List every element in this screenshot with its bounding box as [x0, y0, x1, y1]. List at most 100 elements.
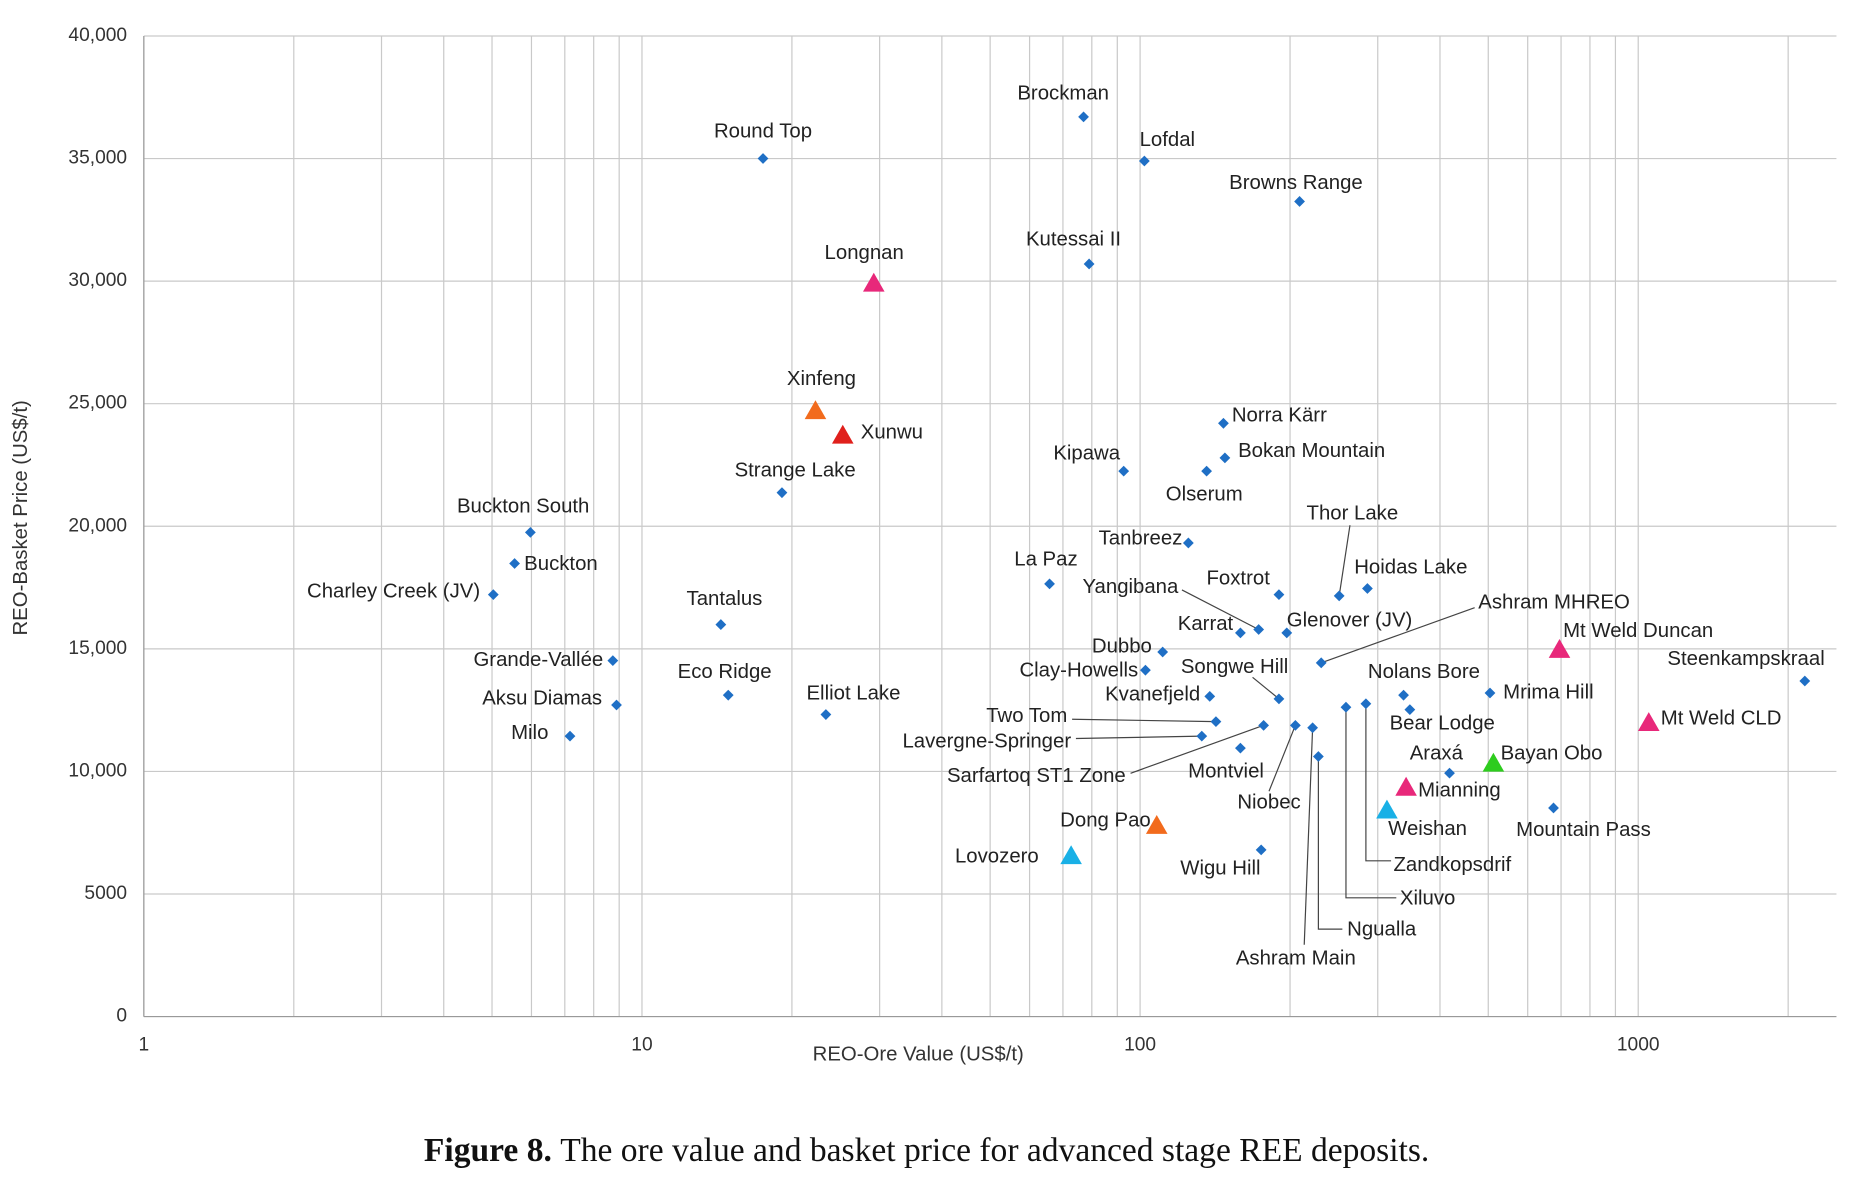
- point-label: Eco Ridge: [678, 661, 772, 683]
- point-label: Mianning: [1418, 780, 1501, 802]
- point-label: Olserum: [1166, 483, 1243, 505]
- diamond-marker: [524, 527, 536, 538]
- point-label: Ashram MHREO: [1478, 591, 1630, 613]
- point-label: Ngualla: [1347, 919, 1417, 941]
- triangle-marker: [1548, 639, 1571, 658]
- diamond-marker: [1484, 687, 1496, 699]
- triangle-marker: [1376, 799, 1398, 819]
- leader-line: [1345, 707, 1397, 899]
- triangle-marker: [1482, 752, 1505, 772]
- diamond-marker: [820, 709, 832, 720]
- diamond-marker: [607, 655, 619, 667]
- diamond-marker: [1258, 719, 1270, 731]
- diamond-marker: [1255, 844, 1267, 856]
- diamond-marker: [1404, 704, 1416, 716]
- triangle-marker: [1395, 776, 1417, 796]
- point-label: Buckton: [524, 553, 598, 575]
- point-label: Zandkopsdrif: [1393, 854, 1511, 876]
- diamond-marker: [487, 589, 499, 601]
- diamond-marker: [1138, 155, 1150, 167]
- leader-line: [1365, 703, 1392, 862]
- point-label: Thor Lake: [1307, 503, 1399, 525]
- point-label: Songwe Hill: [1181, 656, 1289, 678]
- leader-line: [1303, 727, 1314, 945]
- diamond-marker: [757, 153, 769, 164]
- y-tick-label: 15,000: [68, 638, 127, 659]
- point-label: Bayan Obo: [1501, 742, 1603, 764]
- leader-line: [1130, 724, 1264, 774]
- point-label: Elliot Lake: [806, 683, 900, 705]
- triangle-marker: [1637, 712, 1660, 731]
- point-label: Grande-Vallée: [473, 649, 603, 671]
- diamond-marker: [611, 699, 622, 711]
- point-label: Mrima Hill: [1503, 681, 1593, 703]
- x-axis-title: REO-Ore Value (US$/t): [813, 1043, 1024, 1065]
- point-label: Xiluvo: [1400, 887, 1455, 909]
- point-label: Two Tom: [986, 705, 1067, 727]
- diamond-marker: [776, 487, 788, 499]
- x-tick-label: 10: [631, 1034, 652, 1055]
- point-label: Karrat: [1178, 613, 1234, 635]
- point-label: Niobec: [1237, 792, 1300, 814]
- point-label: Lavergne-Springer: [902, 730, 1071, 752]
- diamond-marker: [1315, 657, 1327, 669]
- diamond-marker: [509, 558, 520, 569]
- point-label: Nolans Bore: [1368, 661, 1480, 683]
- diamond-marker: [1312, 751, 1324, 762]
- leader-line: [1317, 756, 1343, 930]
- point-label: Araxá: [1410, 742, 1464, 764]
- diamond-marker: [1210, 716, 1222, 728]
- triangle-marker: [804, 400, 827, 420]
- point-label: Glenover (JV): [1287, 609, 1413, 631]
- diamond-marker: [1196, 730, 1208, 742]
- leader-line: [1075, 735, 1202, 740]
- point-label: Brockman: [1017, 82, 1109, 104]
- point-label: Wigu Hill: [1180, 857, 1260, 879]
- diamond-marker: [1204, 691, 1216, 702]
- leader-line: [1338, 525, 1351, 596]
- point-label: Steenkampskraal: [1667, 648, 1824, 670]
- point-label: Xunwu: [861, 422, 923, 444]
- point-label: Kipawa: [1053, 443, 1120, 465]
- y-tick-label: 30,000: [68, 270, 127, 291]
- diamond-marker: [1281, 627, 1293, 639]
- point-label: Tanbreez: [1099, 528, 1183, 550]
- diamond-marker: [1360, 698, 1372, 710]
- diamond-marker: [1218, 417, 1229, 429]
- diamond-marker: [1078, 111, 1089, 123]
- point-label: Hoidas Lake: [1354, 557, 1467, 579]
- point-label: Aksu Diamas: [482, 687, 602, 709]
- y-tick-label: 35,000: [68, 148, 127, 169]
- diamond-marker: [1340, 701, 1352, 713]
- triangle-marker: [1145, 815, 1168, 834]
- triangle-marker: [1060, 845, 1082, 865]
- point-label: Buckton South: [457, 496, 589, 518]
- point-label: Montviel: [1188, 760, 1264, 782]
- point-label: Ashram Main: [1236, 948, 1356, 970]
- point-label: Tantalus: [687, 588, 763, 610]
- point-label: Charley Creek (JV): [307, 581, 480, 603]
- point-label: Bear Lodge: [1390, 712, 1495, 734]
- point-label: Strange Lake: [735, 459, 856, 481]
- diamond-marker: [1307, 722, 1319, 734]
- point-label: Lovozero: [955, 846, 1039, 868]
- diamond-marker: [1289, 719, 1301, 731]
- diamond-marker: [1799, 675, 1811, 687]
- point-label: Dong Pao: [1060, 809, 1151, 831]
- leader-line: [1072, 718, 1216, 723]
- point-label: Clay-Howells: [1019, 660, 1138, 682]
- point-label: Weishan: [1388, 818, 1467, 840]
- diamond-marker: [1044, 578, 1055, 590]
- x-tick-label: 100: [1124, 1034, 1156, 1055]
- diamond-marker: [1157, 646, 1169, 658]
- point-label: Foxtrot: [1207, 567, 1271, 589]
- diamond-marker: [1219, 452, 1231, 464]
- diamond-marker: [1273, 589, 1285, 601]
- point-label: Xinfeng: [787, 368, 856, 390]
- point-label: Round Top: [714, 121, 812, 143]
- diamond-marker: [1235, 742, 1246, 754]
- leader-line: [1321, 607, 1475, 664]
- diamond-marker: [1444, 767, 1455, 779]
- point-label: Mt Weld Duncan: [1563, 620, 1713, 642]
